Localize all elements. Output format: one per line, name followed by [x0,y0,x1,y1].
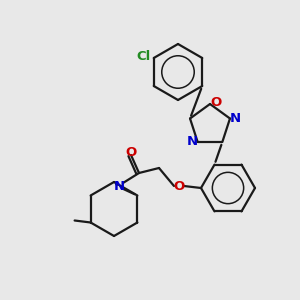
Text: O: O [173,179,184,193]
Text: N: N [187,136,198,148]
Text: Cl: Cl [136,50,151,62]
Text: O: O [125,146,136,160]
Text: N: N [113,181,124,194]
Text: N: N [230,112,241,125]
Text: O: O [210,95,222,109]
